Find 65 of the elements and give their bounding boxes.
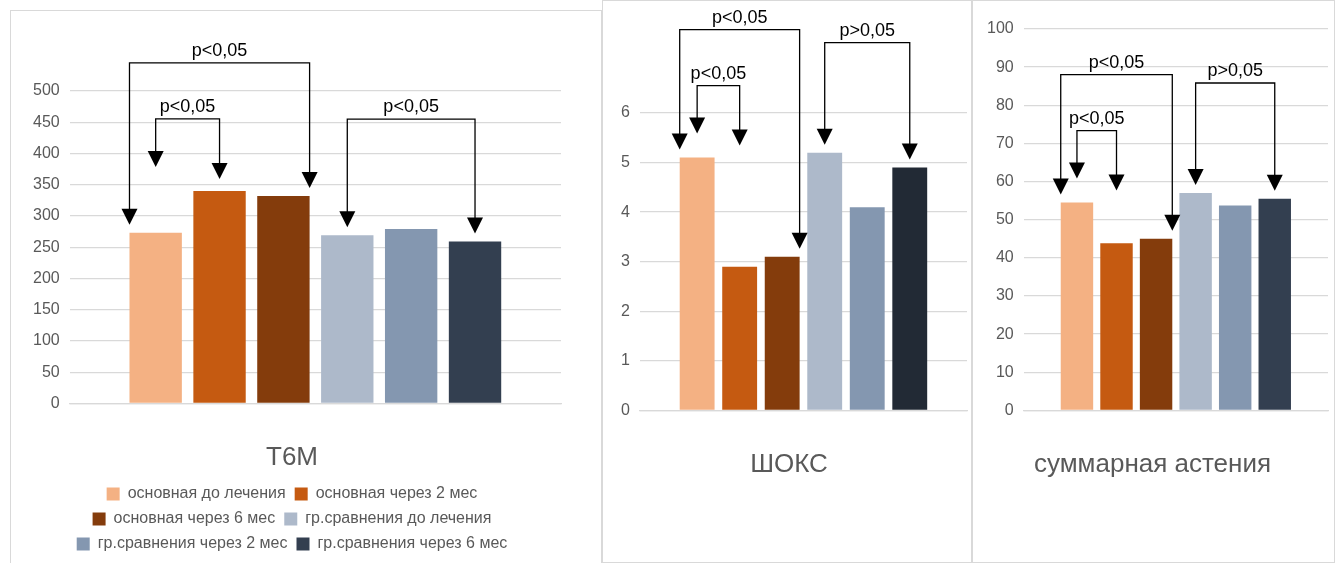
y-tick-label: 20 [995,324,1014,342]
y-tick-label: 2 [620,301,630,319]
bar [849,207,885,410]
text: p<0,05 [690,62,747,83]
y-tick-label: 250 [32,237,60,255]
bar [1100,243,1133,410]
legend-label: гр.сравнения через 6 мес [317,534,508,552]
legend-label: основная до лечения [127,484,286,502]
y-tick-label: 350 [32,175,60,193]
bar [722,266,758,410]
y-tick-label: 450 [32,112,60,130]
bar [764,256,800,410]
y-tick-label: 150 [32,300,60,318]
y-tick-label: 80 [995,95,1014,113]
y-tick-label: 6 [620,103,630,121]
y-tick-label: 70 [995,133,1014,151]
bar [1139,238,1173,410]
y-tick-label: 3 [620,252,630,270]
y-tick-label: 5 [620,152,630,170]
y-tick-label: 4 [620,202,630,220]
text: p>0,05 [839,19,896,40]
legend-label: гр.сравнения через 2 мес [97,534,288,552]
annotation: p<0,05 [1068,107,1125,128]
bar [384,229,438,403]
y-tick-label: 60 [995,171,1014,189]
y-tick-label: 10 [995,362,1014,380]
text: суммарная астения [1034,447,1271,478]
y-tick-label: 100 [986,19,1014,37]
bar [1218,205,1252,410]
legend-label: основная через 6 мес [113,509,276,527]
bar [129,232,182,403]
text: Т6М [266,440,318,471]
annotation: p>0,05 [1207,59,1263,80]
y-tick-label: 1 [620,351,630,369]
y-tick-label: 0 [620,400,630,418]
legend-label: гр.сравнения до лечения [305,509,492,527]
y-tick-label: 400 [32,143,60,161]
y-tick-label: 500 [32,81,60,99]
annotation: p<0,05 [159,95,216,116]
y-tick-label: 0 [1004,400,1014,418]
text: ШОКС [750,447,828,478]
bar [892,167,928,410]
y-tick-label: 0 [50,393,60,411]
bar [257,195,310,403]
text: p<0,05 [191,39,248,60]
bar [1179,193,1212,410]
bar [321,235,374,403]
legend-label: основная через 2 мес [315,484,478,502]
bar [1060,202,1094,410]
bar [1258,198,1291,410]
y-tick-label: 50 [995,210,1014,228]
y-tick-label: 100 [32,331,60,349]
y-tick-label: 90 [995,57,1014,75]
y-tick-label: 200 [32,268,60,286]
bar [807,152,843,410]
bar [448,241,502,403]
y-tick-label: 300 [32,206,60,224]
bar [193,190,246,403]
bar [679,157,715,410]
y-tick-label: 40 [995,248,1014,266]
y-tick-label: 50 [41,362,60,380]
annotation: p<0,05 [1088,51,1145,72]
text: p<0,05 [711,6,768,27]
y-tick-label: 30 [995,286,1014,304]
annotation: p<0,05 [383,96,439,117]
